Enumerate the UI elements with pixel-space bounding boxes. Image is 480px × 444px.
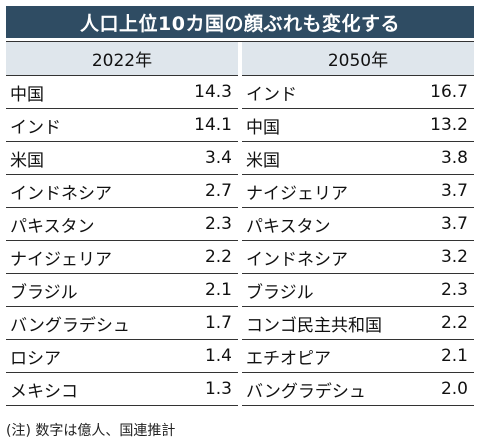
population-value: 3.8	[440, 148, 468, 168]
table-row: インド 14.1	[6, 109, 238, 142]
population-value: 3.7	[440, 181, 468, 201]
table-row: コンゴ民主共和国 2.2	[242, 307, 474, 340]
population-value: 2.0	[440, 379, 468, 399]
country-name: ブラジル	[10, 282, 78, 303]
population-value: 3.4	[204, 148, 232, 168]
population-value: 16.7	[430, 82, 468, 102]
figure-title: 人口上位10カ国の顔ぶれも変化する	[6, 6, 474, 38]
table-row: インドネシア 2.7	[6, 175, 238, 208]
column-header-2050: 2050年	[242, 42, 474, 76]
table-row: バングラデシュ 1.7	[6, 307, 238, 340]
table-row: パキスタン 3.7	[242, 208, 474, 241]
country-name: インドネシア	[10, 183, 112, 204]
population-value: 2.1	[204, 280, 232, 300]
country-name: ブラジル	[246, 282, 314, 303]
country-name: 中国	[246, 117, 280, 138]
country-name: インドネシア	[246, 249, 348, 270]
table-row: インドネシア 3.2	[242, 241, 474, 274]
table-row: ブラジル 2.3	[242, 274, 474, 307]
table-row: エチオピア 2.1	[242, 340, 474, 373]
table-row: ナイジェリア 2.2	[6, 241, 238, 274]
column-2050: 2050年 インド 16.7 中国 13.2 米国 3.8 ナイジェリア 3.7 パキス…	[242, 42, 474, 406]
population-value: 1.4	[204, 346, 232, 366]
table-row: 中国 14.3	[6, 76, 238, 109]
population-value: 13.2	[430, 115, 468, 135]
table-row: ナイジェリア 3.7	[242, 175, 474, 208]
table-row: 米国 3.8	[242, 142, 474, 175]
population-value: 3.2	[440, 247, 468, 267]
table-row: ブラジル 2.1	[6, 274, 238, 307]
population-value: 3.7	[440, 214, 468, 234]
country-name: 米国	[246, 150, 280, 171]
population-value: 1.7	[204, 313, 232, 333]
country-name: コンゴ民主共和国	[246, 315, 382, 336]
country-name: パキスタン	[246, 216, 331, 237]
column-header-2022: 2022年	[6, 42, 238, 76]
table-row: 中国 13.2	[242, 109, 474, 142]
population-value: 2.3	[204, 214, 232, 234]
population-value: 2.1	[440, 346, 468, 366]
table-row: パキスタン 2.3	[6, 208, 238, 241]
country-name: ロシア	[10, 348, 61, 369]
population-value: 1.3	[204, 379, 232, 399]
country-name: エチオピア	[246, 348, 331, 369]
population-value: 2.2	[440, 313, 468, 333]
country-name: バングラデシュ	[10, 315, 130, 336]
country-name: バングラデシュ	[246, 381, 366, 402]
population-value: 14.3	[194, 82, 232, 102]
footnote: (注) 数字は億人、国連推計	[6, 423, 176, 439]
country-name: メキシコ	[10, 381, 78, 402]
population-value: 2.2	[204, 247, 232, 267]
ranking-table: 2022年 中国 14.3 インド 14.1 米国 3.4 インドネシア 2.7 パキス…	[6, 41, 474, 406]
country-name: ナイジェリア	[246, 183, 348, 204]
table-row: バングラデシュ 2.0	[242, 373, 474, 406]
column-2022: 2022年 中国 14.3 インド 14.1 米国 3.4 インドネシア 2.7 パキス…	[6, 42, 238, 406]
population-value: 2.3	[440, 280, 468, 300]
table-row: ロシア 1.4	[6, 340, 238, 373]
table-row: 米国 3.4	[6, 142, 238, 175]
population-value: 2.7	[204, 181, 232, 201]
country-name: 米国	[10, 150, 44, 171]
table-row: インド 16.7	[242, 76, 474, 109]
country-name: パキスタン	[10, 216, 95, 237]
country-name: 中国	[10, 84, 44, 105]
column-divider	[238, 42, 242, 406]
population-value: 14.1	[194, 115, 232, 135]
table-row: メキシコ 1.3	[6, 373, 238, 406]
country-name: ナイジェリア	[10, 249, 112, 270]
country-name: インド	[246, 84, 297, 105]
country-name: インド	[10, 117, 61, 138]
